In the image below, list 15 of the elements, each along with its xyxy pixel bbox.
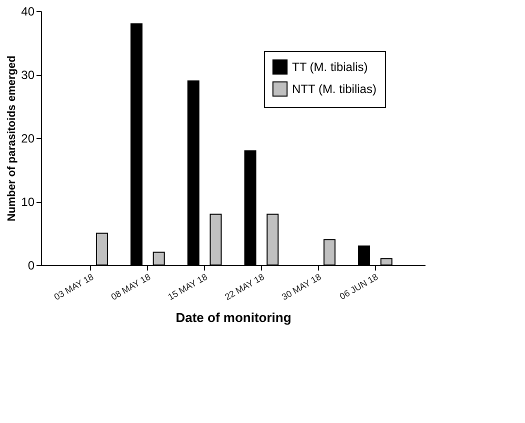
y-tick-label: 30 — [21, 68, 35, 82]
y-tick-label: 0 — [28, 258, 35, 272]
x-tick-label: 15 MAY 18 — [166, 272, 210, 302]
y-tick-label: 20 — [21, 132, 35, 146]
x-tick-label: 06 JUN 18 — [338, 272, 380, 302]
x-tick-label: 22 MAY 18 — [223, 272, 266, 302]
x-axis-title: Date of monitoring — [176, 310, 292, 326]
y-tick-label: 40 — [21, 4, 35, 18]
y-tick-label: 10 — [21, 195, 35, 209]
y-axis-title: Number of parasitoids emerged — [6, 56, 18, 222]
x-tick-label: 08 MAY 18 — [109, 272, 152, 302]
legend-label: NTT (M. tibilias) — [292, 82, 376, 96]
x-tick-label: 03 MAY 18 — [52, 272, 96, 302]
legend-label: TT (M. tibialis) — [292, 60, 368, 74]
x-tick-label: 30 MAY 18 — [280, 272, 323, 302]
